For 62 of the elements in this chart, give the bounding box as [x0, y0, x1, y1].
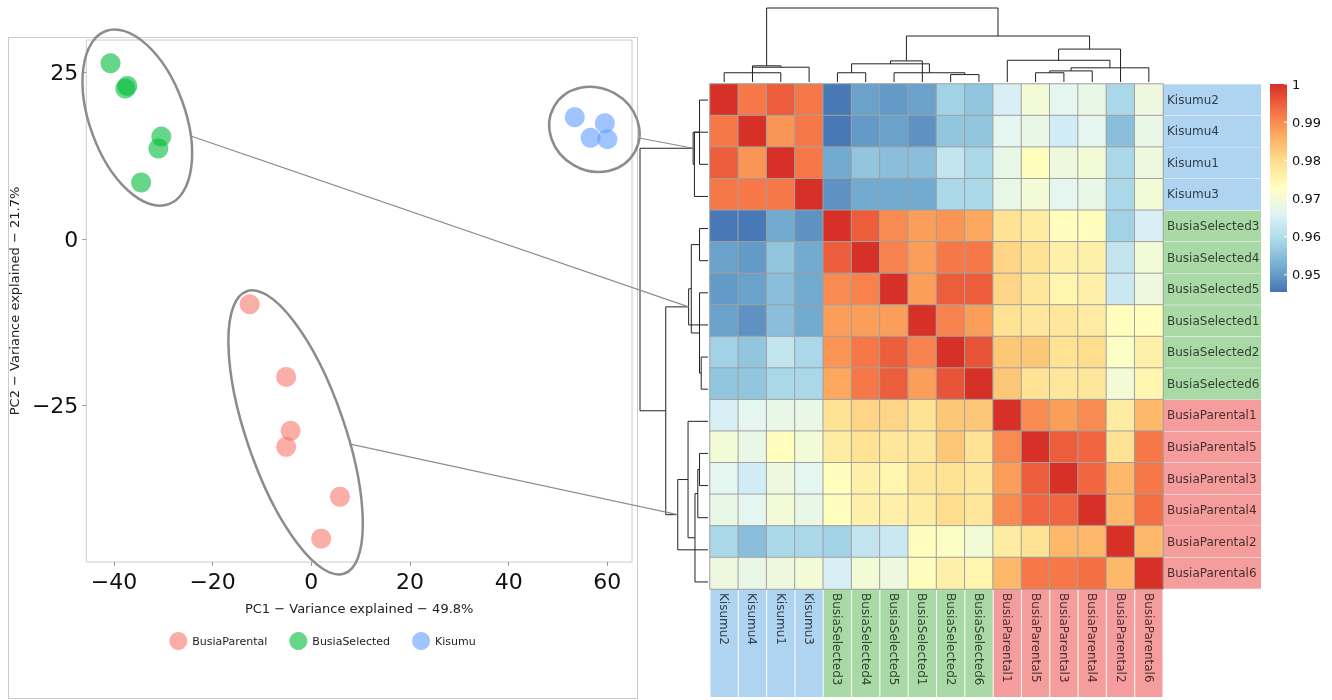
y-tick-label: BusiaSelected6 — [1167, 376, 1260, 391]
x-tick-label: 0 — [304, 568, 319, 594]
color-bar-label: 1 — [1292, 76, 1301, 92]
point — [594, 113, 615, 134]
y-tick-label: −25 — [31, 393, 79, 419]
point — [280, 420, 301, 441]
y-tick-label: Kisumu3 — [1167, 187, 1219, 202]
x-tick-label: −40 — [90, 568, 138, 594]
x-tick-label: BusiaSelected5 — [887, 593, 902, 686]
point — [239, 294, 260, 315]
color-bar-label: 0.99 — [1292, 114, 1321, 130]
x-tick-label: 20 — [395, 568, 424, 594]
y-tick-label: BusiaSelected4 — [1167, 250, 1260, 265]
point — [131, 172, 152, 193]
y-tick-label: BusiaSelected1 — [1167, 313, 1260, 328]
color-bar-label: 0.97 — [1292, 191, 1321, 206]
point — [100, 53, 121, 74]
x-tick-label: BusiaParental5 — [1028, 593, 1043, 683]
y-tick-label: BusiaParental3 — [1167, 471, 1257, 486]
point — [597, 129, 618, 150]
point — [564, 107, 585, 128]
y-tick-label: BusiaSelected2 — [1167, 345, 1260, 360]
y-tick-label: BusiaSelected3 — [1167, 219, 1260, 234]
y-tick-label: Kisumu1 — [1167, 155, 1219, 170]
y-axis-title: PC2 − Variance explained − 21.7% — [7, 186, 22, 416]
x-axis-title: PC1 − Variance explained − 49.8% — [244, 601, 474, 616]
x-tick-label: BusiaSelected1 — [915, 593, 930, 686]
x-tick-label: BusiaParental3 — [1056, 593, 1071, 683]
point — [580, 127, 601, 148]
x-tick-label: Kisumu3 — [802, 593, 817, 645]
color-bar-label: 0.95 — [1292, 267, 1321, 283]
y-tick-label: Kisumu4 — [1167, 124, 1219, 139]
y-tick-label: BusiaParental2 — [1167, 534, 1257, 549]
y-tick-label: BusiaParental5 — [1167, 439, 1257, 454]
x-tick-label: BusiaParental4 — [1085, 593, 1100, 683]
x-tick-label: Kisumu2 — [717, 593, 732, 645]
x-tick-label: BusiaSelected4 — [858, 593, 873, 686]
x-tick-label: 60 — [593, 568, 622, 594]
point — [276, 436, 297, 457]
x-tick-label: BusiaSelected2 — [943, 593, 958, 686]
x-tick-label: Kisumu4 — [745, 593, 760, 645]
point — [329, 486, 350, 507]
x-tick-label: −20 — [189, 568, 236, 594]
y-tick-label: 25 — [50, 60, 79, 86]
legend-label: Kisumu — [435, 634, 476, 648]
point — [311, 528, 332, 549]
legend-label: BusiaSelected — [312, 634, 391, 648]
point — [276, 366, 297, 387]
x-tick-label: Kisumu1 — [773, 593, 788, 645]
x-tick-label: 40 — [494, 568, 523, 594]
y-tick-label: 0 — [64, 226, 79, 252]
y-tick-label: Kisumu2 — [1167, 92, 1219, 107]
x-tick-label: BusiaParental1 — [1000, 593, 1015, 683]
color-bar-label: 0.98 — [1292, 152, 1321, 168]
x-tick-label: BusiaSelected6 — [971, 593, 986, 686]
y-tick-label: BusiaParental4 — [1167, 503, 1257, 518]
y-tick-label: BusiaParental1 — [1167, 408, 1257, 423]
x-tick-label: BusiaSelected3 — [830, 593, 845, 686]
point — [148, 138, 169, 159]
color-bar-label: 0.96 — [1292, 229, 1321, 245]
legend-label: BusiaParental — [192, 634, 268, 648]
y-tick-label: BusiaSelected5 — [1167, 282, 1260, 297]
